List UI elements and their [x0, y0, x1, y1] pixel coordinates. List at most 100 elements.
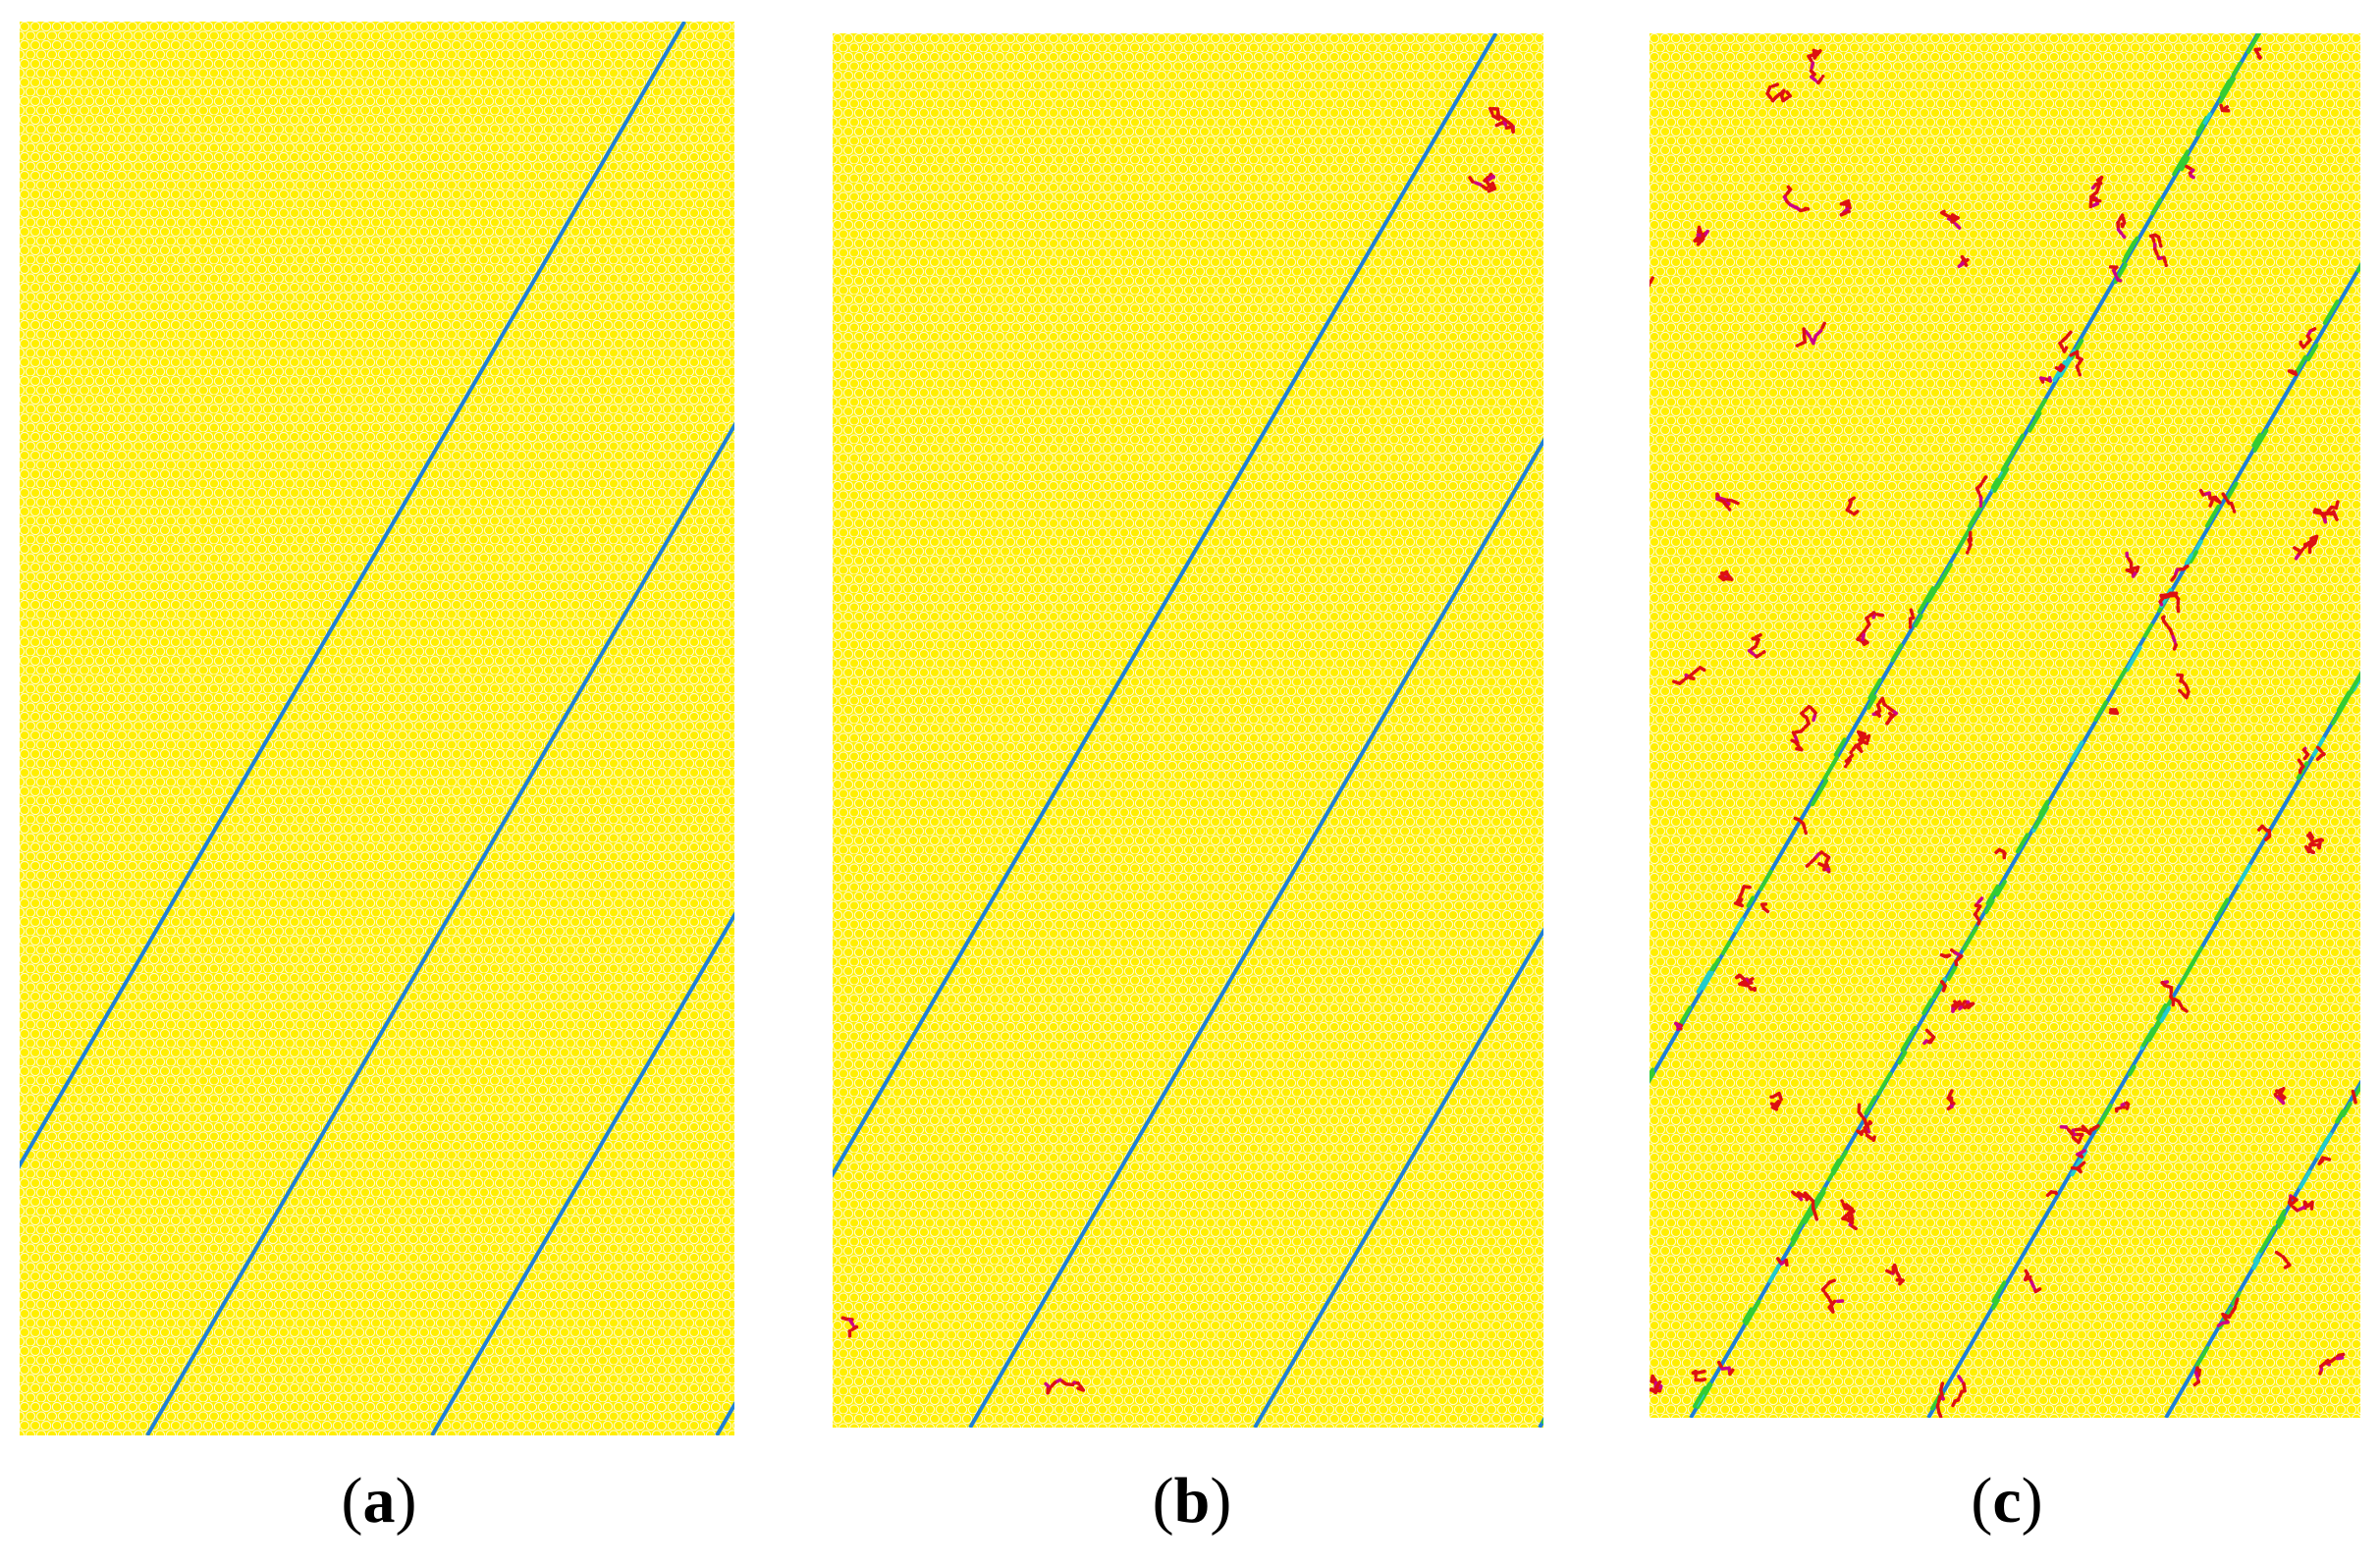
tensile-crack [2221, 104, 2231, 112]
tensile-crack [2221, 492, 2232, 506]
shear-crack [1744, 1299, 1761, 1326]
shear-crack [1984, 898, 1995, 914]
shear-crack [2355, 262, 2360, 273]
shear-crack [2251, 1258, 2261, 1270]
tensile-crack [1794, 746, 1804, 752]
shear-crack [2146, 1027, 2156, 1040]
tensile-crack [1737, 897, 1744, 904]
caption-c: (c) [1971, 1465, 2043, 1537]
tensile-crack [2287, 1197, 2293, 1205]
caption-b: (b) [1152, 1465, 1232, 1537]
tensile-crack [1965, 543, 1973, 555]
tensile-crack [2274, 1094, 2286, 1106]
tensile-crack [2229, 501, 2237, 513]
shear-crack [1931, 980, 1945, 1000]
panel-a-rock-sample [20, 22, 734, 1435]
tensile-crack [2172, 643, 2178, 651]
shear-crack [1650, 1067, 1655, 1080]
shear-crack [1962, 926, 1978, 951]
shear-crack [2142, 622, 2154, 638]
tensile-crack [1937, 1410, 1944, 1418]
shear-crack [2179, 968, 2191, 986]
shear-crack [1897, 1050, 1908, 1065]
tensile-crack [1940, 984, 1947, 995]
joint-line [20, 22, 686, 1169]
shear-crack [1811, 779, 1829, 807]
shear-crack [1833, 737, 1847, 757]
tensile-crack [2170, 574, 2177, 582]
shear-crack [2141, 1035, 2150, 1048]
tensile-crack [1957, 261, 1965, 269]
shear-crack [2150, 197, 2163, 216]
tensile-crack [2197, 486, 2205, 497]
tensile-crack [1728, 1368, 1735, 1377]
shear-crack [2179, 156, 2191, 172]
panel-c [1650, 33, 2360, 1418]
shear-crack [2204, 504, 2221, 528]
tensile-crack [1857, 1109, 1867, 1122]
shear-crack [1935, 563, 1953, 589]
shear-crack [1995, 879, 2007, 897]
shear-crack [2070, 1149, 2088, 1177]
shear-crack [2093, 700, 2108, 723]
tensile-crack [2156, 235, 2163, 248]
tensile-crack [1044, 1381, 1051, 1388]
shear-crack [1991, 1298, 2000, 1311]
caption-a: (a) [341, 1465, 417, 1537]
tensile-crack [2116, 278, 2123, 283]
tensile-crack [2302, 752, 2310, 761]
shear-crack [2225, 481, 2239, 501]
tensile-crack [1839, 209, 1851, 217]
shear-crack [1767, 1264, 1781, 1283]
tensile-crack [1801, 822, 1809, 836]
joint-line [833, 33, 1498, 1178]
tensile-crack [2307, 831, 2314, 839]
tensile-crack [1698, 1378, 1707, 1382]
shear-crack [1991, 1280, 2007, 1304]
shear-crack [1900, 1025, 1918, 1053]
shear-crack [1992, 466, 2010, 493]
tensile-crack [1861, 631, 1866, 641]
shear-crack [2251, 432, 2262, 448]
shear-crack [2124, 240, 2137, 259]
tensile-crack [2162, 620, 2173, 632]
particle-assembly [20, 22, 734, 1435]
shear-crack [2245, 33, 2262, 54]
tensile-crack [2256, 54, 2262, 60]
tensile-crack [2262, 835, 2272, 843]
shear-crack [2306, 343, 2319, 362]
shear-crack [1913, 614, 1923, 628]
shear-crack [1864, 1095, 1877, 1115]
panel-a [20, 22, 734, 1435]
shear-crack [2219, 77, 2234, 98]
joint-line [1926, 671, 2360, 1418]
panel-c-rock-sample [1650, 33, 2360, 1418]
shear-crack [2112, 668, 2128, 690]
shear-crack [2159, 1005, 2172, 1023]
shear-crack [2155, 1002, 2168, 1021]
tensile-crack [2215, 1321, 2225, 1328]
shear-crack [2322, 299, 2340, 325]
tensile-crack [1852, 510, 1860, 516]
joint-line [1253, 927, 1543, 1428]
shear-crack [2353, 1083, 2360, 1098]
caption-a-letter: a [362, 1465, 396, 1537]
shear-crack [1867, 677, 1882, 700]
shear-crack [2034, 398, 2048, 417]
shear-crack [2185, 553, 2193, 566]
shear-crack [1946, 965, 1958, 981]
shear-crack [2128, 1064, 2137, 1077]
tensile-crack [1495, 111, 1501, 122]
joint-line [430, 911, 734, 1435]
shear-crack [1990, 477, 2000, 490]
shear-crack [2336, 690, 2352, 713]
shear-crack [1720, 940, 1732, 956]
tensile-crack [2075, 364, 2082, 377]
shear-crack [1677, 1005, 1693, 1029]
shear-crack [1733, 917, 1745, 933]
tensile-crack [2189, 174, 2195, 180]
shear-crack [1876, 1071, 1893, 1097]
shear-crack [1926, 584, 1940, 603]
tensile-crack [1784, 89, 1792, 98]
shear-crack [1985, 884, 2000, 905]
